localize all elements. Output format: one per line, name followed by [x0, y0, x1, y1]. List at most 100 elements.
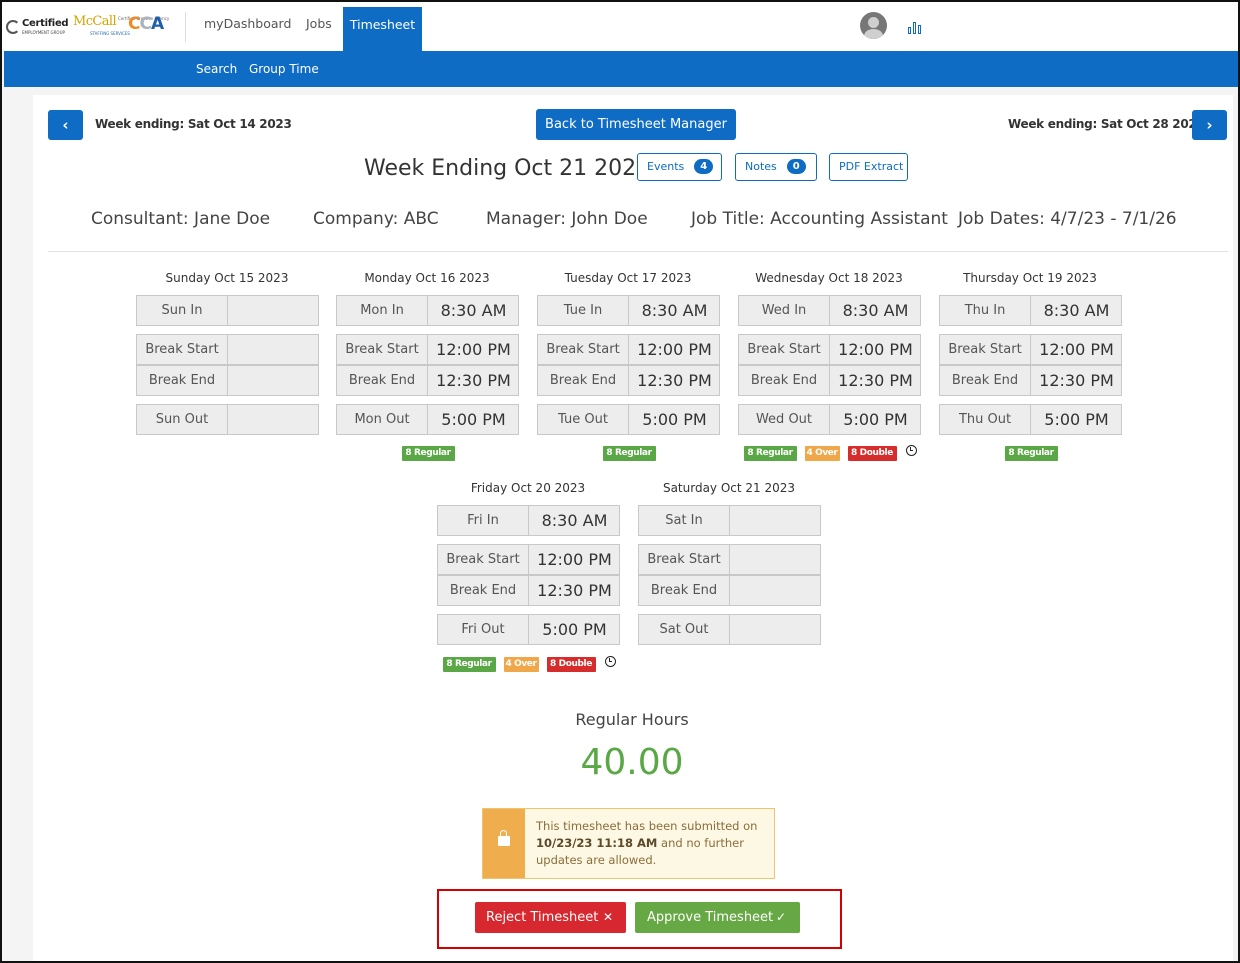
time-entry-value[interactable]: 5:00 PM: [441, 410, 506, 429]
approve-timesheet-button[interactable]: Approve Timesheet ✓: [635, 902, 800, 933]
time-entry-value[interactable]: 12:30 PM: [637, 371, 712, 390]
logo-mccall-sub: STAFFING SERVICES: [90, 31, 130, 36]
hours-badge-regular: 8 Regular: [442, 657, 496, 672]
notes-count-badge: 0: [786, 159, 806, 174]
time-entry-value[interactable]: 12:30 PM: [1039, 371, 1114, 390]
pdf-extract-button[interactable]: PDF Extract: [829, 153, 908, 181]
time-entry-value[interactable]: 8:30 AM: [440, 301, 507, 320]
time-entry-row: Break End 12:30 PM: [939, 365, 1122, 396]
time-entry-label: Break Start: [538, 335, 629, 364]
day-title: Thursday Oct 19 2023: [963, 271, 1097, 285]
time-entry-value[interactable]: [731, 576, 820, 605]
prev-week-label: Week ending: Sat Oct 14 2023: [95, 117, 292, 131]
time-entry-value[interactable]: 5:00 PM: [542, 620, 607, 639]
time-entry-row: Break Start 12:00 PM: [537, 334, 720, 365]
lock-icon: [498, 830, 510, 846]
time-entry-value[interactable]: 12:00 PM: [1039, 340, 1114, 359]
subnav-search[interactable]: Search: [196, 62, 238, 76]
hours-badge-over: 4 Over: [804, 446, 840, 461]
back-to-manager-button[interactable]: Back to Timesheet Manager: [536, 109, 736, 140]
time-entry-value[interactable]: 12:30 PM: [537, 581, 612, 600]
time-entry-value[interactable]: [229, 366, 318, 395]
time-entry-label: Break End: [940, 366, 1031, 395]
nav-mydashboard[interactable]: myDashboard: [204, 16, 292, 31]
nav-timesheet[interactable]: Timesheet: [343, 7, 422, 51]
time-entry-label: Wed Out: [739, 405, 830, 434]
hours-badge-regular: 8 Regular: [401, 446, 455, 461]
time-entry-value[interactable]: [731, 545, 820, 574]
time-entry-value[interactable]: 12:00 PM: [436, 340, 511, 359]
time-entry-row: Mon In 8:30 AM: [336, 295, 519, 326]
time-entry-row: Sat Out: [638, 614, 821, 645]
chevron-right-icon: ›: [1206, 116, 1213, 134]
time-entry-value[interactable]: [229, 335, 318, 364]
time-entry-value[interactable]: 8:30 AM: [842, 301, 909, 320]
time-entry-value[interactable]: 8:30 AM: [1043, 301, 1110, 320]
time-entry-row: Thu Out 5:00 PM: [939, 404, 1122, 435]
time-entry-label: Mon Out: [337, 405, 428, 434]
time-entry-row: Wed In 8:30 AM: [738, 295, 921, 326]
time-entry-row: Break Start 12:00 PM: [738, 334, 921, 365]
time-entry-value[interactable]: 12:00 PM: [838, 340, 913, 359]
bar-chart-icon[interactable]: [908, 18, 924, 34]
time-entry-label: Break Start: [940, 335, 1031, 364]
logo-certified-sub: EMPLOYMENT GROUP: [22, 30, 65, 35]
time-entry-value[interactable]: 12:30 PM: [838, 371, 913, 390]
highlight-box: [437, 889, 842, 949]
time-entry-label: Break Start: [337, 335, 428, 364]
time-entry-label: Fri In: [438, 506, 529, 535]
time-entry-value[interactable]: 5:00 PM: [1044, 410, 1109, 429]
clock-icon[interactable]: [604, 656, 616, 667]
divider: [48, 251, 1228, 252]
time-entry-value[interactable]: [229, 405, 318, 434]
user-avatar[interactable]: [860, 12, 887, 39]
events-button[interactable]: Events 4: [637, 153, 722, 181]
time-entry-label: Wed In: [739, 296, 830, 325]
company-info: Company: ABC: [313, 209, 439, 229]
time-entry-value[interactable]: 5:00 PM: [642, 410, 707, 429]
time-entry-value[interactable]: [731, 506, 820, 535]
next-week-button[interactable]: ›: [1192, 110, 1227, 140]
time-entry-value[interactable]: 12:00 PM: [637, 340, 712, 359]
time-entry-label: Tue In: [538, 296, 629, 325]
time-entry-row: Fri In 8:30 AM: [437, 505, 620, 536]
time-entry-row: Break Start: [638, 544, 821, 575]
time-entry-value[interactable]: 8:30 AM: [641, 301, 708, 320]
job-dates-info: Job Dates: 4/7/23 - 7/1/26: [958, 209, 1177, 229]
subnav-group-time[interactable]: Group Time: [249, 62, 319, 76]
time-entry-value[interactable]: [731, 615, 820, 644]
company-logo[interactable]: Certified EMPLOYMENT GROUP McCall STAFFI…: [6, 14, 186, 38]
time-entry-label: Break End: [639, 576, 730, 605]
events-label: Events: [647, 160, 685, 173]
logo-cca-sub: Certified Creative Agency: [118, 16, 170, 21]
day-title: Sunday Oct 15 2023: [165, 271, 289, 285]
time-entry-row: Thu In 8:30 AM: [939, 295, 1122, 326]
time-entry-value[interactable]: 12:30 PM: [436, 371, 511, 390]
time-entry-value[interactable]: 12:00 PM: [537, 550, 612, 569]
time-entry-row: Wed Out 5:00 PM: [738, 404, 921, 435]
nav-jobs[interactable]: Jobs: [306, 16, 332, 31]
consultant-info: Consultant: Jane Doe: [91, 209, 271, 229]
time-entry-row: Break End 12:30 PM: [537, 365, 720, 396]
time-entry-value[interactable]: 5:00 PM: [843, 410, 908, 429]
time-entry-value[interactable]: 8:30 AM: [541, 511, 608, 530]
prev-week-button[interactable]: ‹: [48, 110, 83, 140]
time-entry-label: Break Start: [438, 545, 529, 574]
time-entry-row: Break Start: [136, 334, 319, 365]
hours-badge-over: 4 Over: [503, 657, 539, 672]
notes-button[interactable]: Notes 0: [735, 153, 817, 181]
time-entry-row: Sat In: [638, 505, 821, 536]
time-entry-value[interactable]: [229, 296, 318, 325]
check-icon: ✓: [776, 910, 787, 924]
time-entry-row: Break Start 12:00 PM: [336, 334, 519, 365]
logo-certified: Certified: [22, 18, 69, 29]
clock-icon[interactable]: [905, 445, 917, 456]
alert-message: This timesheet has been submitted on 10/…: [536, 819, 758, 867]
time-entry-label: Break End: [538, 366, 629, 395]
next-week-label: Week ending: Sat Oct 28 2023: [1008, 117, 1205, 131]
reject-timesheet-button[interactable]: Reject Timesheet ✕: [475, 902, 626, 933]
job-title-info: Job Title: Accounting Assistant: [691, 209, 948, 229]
manager-info: Manager: John Doe: [486, 209, 648, 229]
time-entry-label: Sat In: [639, 506, 730, 535]
